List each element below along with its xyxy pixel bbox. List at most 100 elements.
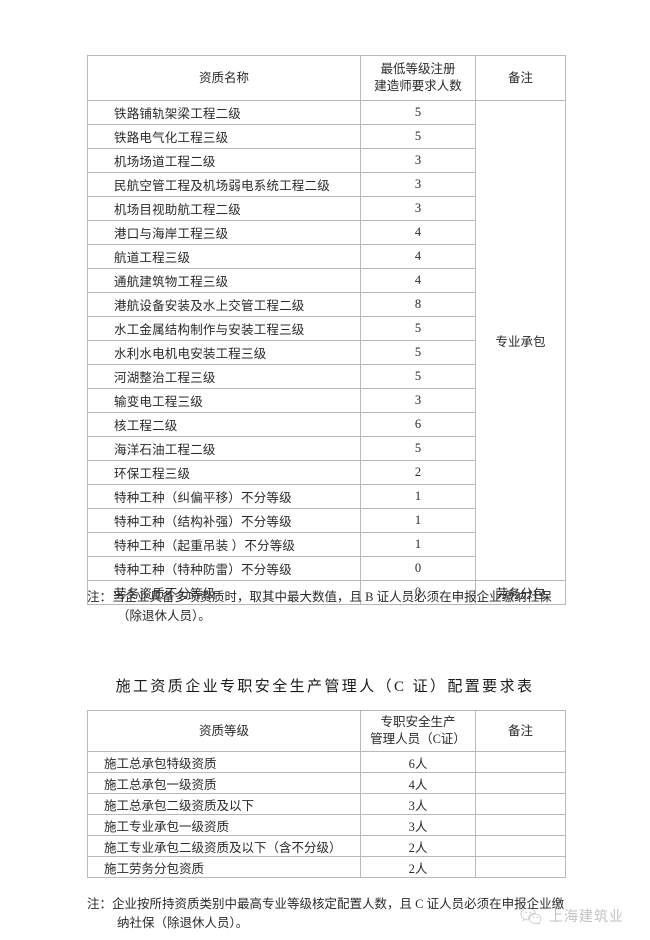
cell-qualification-name: 铁路电气化工程三级 — [87, 124, 361, 149]
header-line-2: 建造师要求人数 — [374, 79, 462, 93]
cell-qualification-name: 特种工种（特种防雷）不分等级 — [87, 556, 361, 581]
table-row: 施工专业承包二级资质及以下（含不分级） 2人 — [87, 835, 566, 857]
note-first-line: 注： 当企业具备多项资质时，取其中最大数值，且 B 证人员必须在申报企业缴纳社保 — [87, 588, 587, 607]
cell-qualification-level: 施工总承包特级资质 — [87, 751, 361, 773]
table-row: 施工总承包特级资质 6人 — [87, 751, 566, 773]
cell-count: 1 — [360, 508, 476, 533]
cell-qualification-name: 铁路铺轨架梁工程二级 — [87, 100, 361, 125]
note-text-line-1: 企业按所持资质类别中最高专业等级核定配置人数，且 C 证人员必须在申报企业缴 — [112, 897, 565, 911]
cell-count: 4人 — [360, 772, 476, 794]
table1-body: 铁路铺轨架梁工程二级 5 专业承包 铁路电气化工程三级 5 机场场道工程二级 3… — [87, 100, 566, 605]
table-row: 水工金属结构制作与安装工程三级 5 — [87, 316, 566, 341]
wechat-icon — [520, 907, 542, 926]
cell-count: 3人 — [360, 793, 476, 815]
note-text-line-1: 当企业具备多项资质时，取其中最大数值，且 B 证人员必须在申报企业缴纳社保 — [112, 590, 552, 604]
cell-count: 6 — [360, 412, 476, 437]
table-row: 铁路电气化工程三级 5 — [87, 124, 566, 149]
cell-qualification-level: 施工总承包一级资质 — [87, 772, 361, 794]
cell-qualification-name: 机场场道工程二级 — [87, 148, 361, 173]
cell-qualification-name: 通航建筑物工程三级 — [87, 268, 361, 293]
note-text-line-2: （除退休人员）。 — [117, 609, 211, 624]
cell-count: 0 — [360, 556, 476, 581]
cell-qualification-name: 港航设备安装及水上交管工程二级 — [87, 292, 361, 317]
cell-qualification-name: 特种工种（纠偏平移）不分等级 — [87, 484, 361, 509]
cell-count: 3 — [360, 388, 476, 413]
cell-qualification-name: 环保工程三级 — [87, 460, 361, 485]
header-safety-managers: 专职安全生产 管理人员（C证） — [360, 710, 476, 752]
cell-count: 3 — [360, 172, 476, 197]
table-row: 施工总承包一级资质 4人 — [87, 772, 566, 794]
cell-qualification-name: 航道工程三级 — [87, 244, 361, 269]
table-row: 港航设备安装及水上交管工程二级 8 — [87, 292, 566, 317]
cell-qualification-name: 特种工种（结构补强）不分等级 — [87, 508, 361, 533]
table-row: 河湖整治工程三级 5 — [87, 364, 566, 389]
cell-count: 1 — [360, 484, 476, 509]
table-row: 环保工程三级 2 — [87, 460, 566, 485]
cell-remark — [475, 793, 566, 815]
cell-remark — [475, 814, 566, 836]
table-row: 施工总承包二级资质及以下 3人 — [87, 793, 566, 815]
cell-count: 5 — [360, 340, 476, 365]
cell-qualification-name: 核工程二级 — [87, 412, 361, 437]
cell-count: 6人 — [360, 751, 476, 773]
table-row: 施工劳务分包资质 2人 — [87, 856, 566, 878]
table-row: 民航空管工程及机场弱电系统工程二级 3 — [87, 172, 566, 197]
cell-count: 0 — [360, 580, 476, 605]
cell-qualification-name: 港口与海岸工程三级 — [87, 220, 361, 245]
cell-qualification-name: 水工金属结构制作与安装工程三级 — [87, 316, 361, 341]
section-title-safety-management: 施工资质企业专职安全生产管理人（C 证）配置要求表 — [115, 679, 535, 695]
cell-qualification-name: 特种工种（起重吊装 ）不分等级 — [87, 532, 361, 557]
header-line-2: 管理人员（C证） — [370, 732, 466, 746]
cell-qualification-name: 河湖整治工程三级 — [87, 364, 361, 389]
qualification-requirements-table: 资质名称 最低等级注册 建造师要求人数 备注 铁路铺轨架梁工程二级 5 专业承包… — [87, 55, 566, 605]
cell-count: 3人 — [360, 814, 476, 836]
cell-remark-professional-contracting: 专业承包 — [475, 100, 566, 581]
table-header-row: 资质等级 专职安全生产 管理人员（C证） 备注 — [87, 710, 566, 752]
cell-qualification-level: 施工专业承包二级资质及以下（含不分级） — [87, 835, 361, 857]
header-qualification-name: 资质名称 — [87, 55, 361, 101]
table-row: 输变电工程三级 3 — [87, 388, 566, 413]
cell-remark — [475, 751, 566, 773]
cell-count: 4 — [360, 268, 476, 293]
cell-remark — [475, 772, 566, 794]
cell-count: 3 — [360, 148, 476, 173]
cell-qualification-name: 劳务资质不分等级 — [87, 580, 361, 605]
table2-body: 施工总承包特级资质 6人 施工总承包一级资质 4人 施工总承包二级资质及以下 3… — [87, 751, 566, 878]
brand-name: 上海建筑业 — [549, 908, 624, 924]
header-line-1: 最低等级注册 — [380, 62, 456, 77]
cell-count: 1 — [360, 532, 476, 557]
table-row: 施工专业承包一级资质 3人 — [87, 814, 566, 836]
header-qualification-level: 资质等级 — [87, 710, 361, 752]
table2-note: 注： 企业按所持资质类别中最高专业等级核定配置人数，且 C 证人员必须在申报企业… — [87, 895, 587, 934]
cell-count: 2 — [360, 460, 476, 485]
safety-management-requirements-table: 资质等级 专职安全生产 管理人员（C证） 备注 施工总承包特级资质 6人 施工总… — [87, 710, 566, 878]
header-min-registered-builders: 最低等级注册 建造师要求人数 — [360, 55, 476, 101]
cell-count: 2人 — [360, 835, 476, 857]
header-remark: 备注 — [475, 55, 566, 101]
cell-qualification-level: 施工总承包二级资质及以下 — [87, 793, 361, 815]
table-header-row: 资质名称 最低等级注册 建造师要求人数 备注 — [87, 55, 566, 101]
cell-qualification-name: 海洋石油工程二级 — [87, 436, 361, 461]
table-row: 水利水电机电安装工程三级 5 — [87, 340, 566, 365]
table1-header: 资质名称 最低等级注册 建造师要求人数 备注 — [87, 55, 566, 101]
table-row: 核工程二级 6 — [87, 412, 566, 437]
cell-count: 5 — [360, 364, 476, 389]
cell-qualification-name: 水利水电机电安装工程三级 — [87, 340, 361, 365]
table-row: 特种工种（纠偏平移）不分等级 1 — [87, 484, 566, 509]
table2-header: 资质等级 专职安全生产 管理人员（C证） 备注 — [87, 710, 566, 752]
note-label: 注： — [87, 897, 113, 911]
cell-remark-labor-subcontracting: 劳务分包 — [475, 580, 566, 605]
header-line-1: 专职安全生产 — [380, 715, 456, 730]
cell-count: 5 — [360, 100, 476, 125]
cell-remark — [475, 835, 566, 857]
header-remark: 备注 — [475, 710, 566, 752]
cell-qualification-level: 施工劳务分包资质 — [87, 856, 361, 878]
table-row: 劳务资质不分等级 0 劳务分包 — [87, 580, 566, 605]
cell-qualification-name: 机场目视助航工程二级 — [87, 196, 361, 221]
table-row: 特种工种（特种防雷）不分等级 0 — [87, 556, 566, 581]
note-first-line: 注： 企业按所持资质类别中最高专业等级核定配置人数，且 C 证人员必须在申报企业… — [87, 895, 587, 914]
table-row: 港口与海岸工程三级 4 — [87, 220, 566, 245]
cell-remark — [475, 856, 566, 878]
cell-count: 5 — [360, 316, 476, 341]
